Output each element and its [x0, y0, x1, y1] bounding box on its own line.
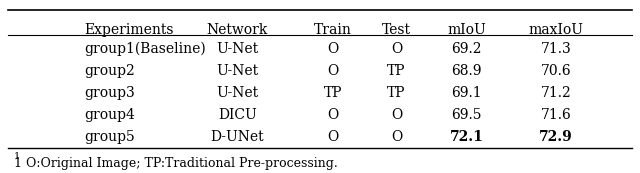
Text: 71.2: 71.2: [540, 86, 571, 100]
Text: Experiments: Experiments: [84, 23, 173, 37]
Text: 69.5: 69.5: [451, 108, 482, 122]
Text: U-Net: U-Net: [216, 42, 258, 56]
Text: group3: group3: [84, 86, 135, 100]
Text: O: O: [327, 108, 339, 122]
Text: group5: group5: [84, 130, 135, 144]
Text: D-UNet: D-UNet: [211, 130, 264, 144]
Text: Network: Network: [207, 23, 268, 37]
Text: O: O: [391, 130, 402, 144]
Text: O: O: [327, 64, 339, 78]
Text: 68.9: 68.9: [451, 64, 482, 78]
Text: O: O: [391, 42, 402, 56]
Text: O: O: [391, 108, 402, 122]
Text: 71.3: 71.3: [540, 42, 571, 56]
Text: U-Net: U-Net: [216, 64, 258, 78]
Text: maxIoU: maxIoU: [528, 23, 583, 37]
Text: 69.2: 69.2: [451, 42, 482, 56]
Text: 1: 1: [14, 152, 20, 161]
Text: DICU: DICU: [218, 108, 257, 122]
Text: O: O: [327, 42, 339, 56]
Text: 72.9: 72.9: [539, 130, 573, 144]
Text: 69.1: 69.1: [451, 86, 482, 100]
Text: 1 O:Original Image; TP:Traditional Pre-processing.: 1 O:Original Image; TP:Traditional Pre-p…: [14, 157, 338, 170]
Text: mIoU: mIoU: [447, 23, 486, 37]
Text: group2: group2: [84, 64, 135, 78]
Text: TP: TP: [387, 86, 406, 100]
Text: group1(Baseline): group1(Baseline): [84, 42, 206, 56]
Text: Test: Test: [382, 23, 411, 37]
Text: group4: group4: [84, 108, 135, 122]
Text: U-Net: U-Net: [216, 86, 258, 100]
Text: Train: Train: [314, 23, 352, 37]
Text: 71.6: 71.6: [540, 108, 571, 122]
Text: 70.6: 70.6: [540, 64, 571, 78]
Text: TP: TP: [387, 64, 406, 78]
Text: 72.1: 72.1: [450, 130, 483, 144]
Text: O: O: [327, 130, 339, 144]
Text: TP: TP: [323, 86, 342, 100]
